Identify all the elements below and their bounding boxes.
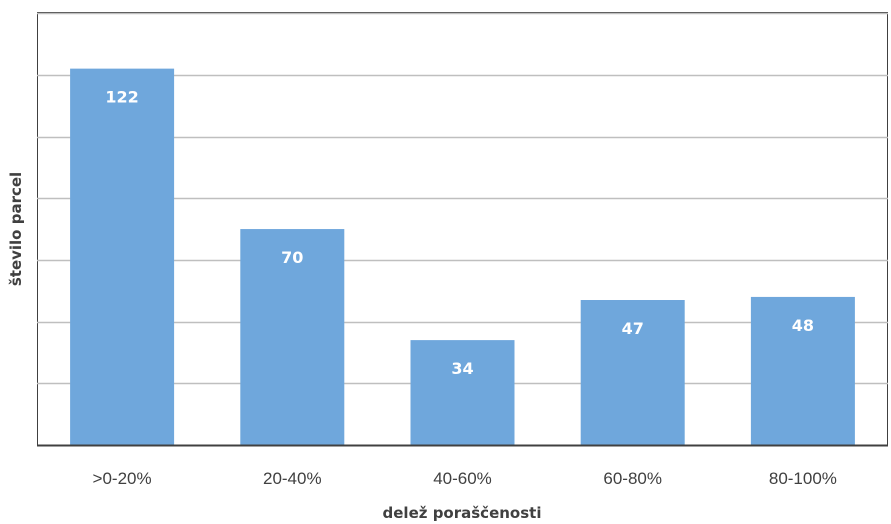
gridlines (37, 12, 888, 385)
data-label: 122 (105, 88, 138, 107)
bar (580, 300, 685, 445)
data-label: 34 (451, 359, 473, 378)
bar (410, 340, 515, 445)
x-tick-label: >0-20% (93, 469, 152, 488)
bar (750, 296, 855, 445)
x-tick-label: 60-80% (603, 469, 662, 488)
data-labels: 122 70 34 47 48 (105, 88, 814, 378)
x-tick-label: 40-60% (433, 469, 492, 488)
data-label: 47 (622, 319, 644, 338)
y-axis-title: število parcel (7, 172, 25, 286)
x-tick-label: 20-40% (263, 469, 322, 488)
x-axis-title: delež poraščenosti (383, 504, 542, 522)
bars (70, 68, 855, 445)
bar (70, 68, 175, 445)
data-label: 70 (281, 248, 303, 267)
data-label: 48 (792, 316, 814, 335)
x-tick-label: 80-100% (769, 469, 837, 488)
x-tick-labels: >0-20% 20-40% 40-60% 60-80% 80-100% (93, 469, 837, 488)
bar (240, 229, 345, 445)
